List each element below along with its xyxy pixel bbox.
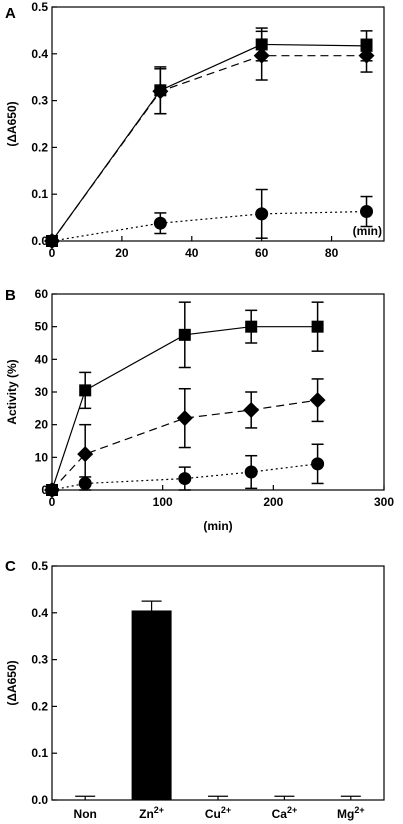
category-label: Ca2+ <box>272 805 298 821</box>
data-point-diamond <box>176 410 193 427</box>
y-tick-label: 60 <box>35 287 49 301</box>
x-tick-label: 40 <box>185 246 199 260</box>
data-point-diamond <box>309 392 326 409</box>
panel-letter-c: C <box>5 558 16 575</box>
y-tick-label: 30 <box>35 385 49 399</box>
y-tick-label: 0.5 <box>31 0 48 14</box>
data-point-diamond <box>243 401 260 418</box>
x-tick-label: 300 <box>374 495 394 509</box>
plot-frame <box>51 293 385 491</box>
y-tick-label: 0.2 <box>31 699 48 713</box>
category-label-base: Mg <box>337 807 354 821</box>
series-line-diamond <box>51 399 318 491</box>
plot-frame <box>51 565 385 801</box>
category-label-base: Ca <box>272 807 288 821</box>
series-line-circle <box>51 210 367 242</box>
x-tick-label: 0 <box>49 246 56 260</box>
x-tick-label: 80 <box>325 246 339 260</box>
data-point-circle <box>153 216 167 230</box>
data-point-circle <box>311 457 325 471</box>
x-tick-label: 20 <box>115 246 129 260</box>
data-point-circle <box>178 472 192 486</box>
data-point-circle <box>244 465 258 479</box>
data-point-circle <box>45 234 59 248</box>
y-axis-label: Activity (%) <box>5 359 19 424</box>
category-label: Non <box>74 807 97 821</box>
y-tick-label: 0.5 <box>31 559 48 573</box>
y-tick-label: 0.3 <box>31 653 48 667</box>
y-tick-label: 0.3 <box>31 94 48 108</box>
y-tick-label: 0.2 <box>31 140 48 154</box>
y-tick-label: 10 <box>35 450 49 464</box>
x-axis-label: (min) <box>353 224 382 238</box>
data-point-diamond <box>77 446 94 463</box>
category-label-base: Non <box>74 807 97 821</box>
category-label-sup: 2+ <box>221 805 231 815</box>
y-tick-label: 0.1 <box>31 746 48 760</box>
y-tick-label: 40 <box>35 352 49 366</box>
data-point-diamond <box>358 47 375 64</box>
x-tick-label: 0 <box>49 495 56 509</box>
y-tick-label: 20 <box>35 418 49 432</box>
y-tick-label: 0.4 <box>31 606 48 620</box>
data-point-circle <box>78 476 92 490</box>
data-point-square <box>178 328 191 341</box>
category-label: Cu2+ <box>205 805 231 821</box>
category-label: Zn2+ <box>139 805 164 821</box>
x-axis-label: (min) <box>203 519 232 533</box>
plot-frame <box>51 6 385 242</box>
y-axis-label: (ΔA650) <box>5 101 19 146</box>
data-point-square <box>311 320 324 333</box>
category-label: Mg2+ <box>337 805 365 821</box>
category-label-sup: 2+ <box>354 805 364 815</box>
y-tick-label: 0.4 <box>31 47 48 61</box>
data-point-square <box>245 320 258 333</box>
data-point-square <box>79 384 92 397</box>
panel-letter-a: A <box>5 5 16 22</box>
category-label-base: Cu <box>205 807 221 821</box>
data-point-diamond <box>152 83 169 100</box>
y-tick-label: 0.0 <box>31 234 48 248</box>
x-tick-label: 100 <box>153 495 173 509</box>
x-tick-label: 60 <box>255 246 269 260</box>
y-axis-label: (ΔA650) <box>5 660 19 705</box>
category-label-sup: 2+ <box>154 805 164 815</box>
category-label-sup: 2+ <box>287 805 297 815</box>
bar-zn <box>131 610 172 800</box>
panel-letter-b: B <box>5 287 16 304</box>
y-tick-label: 50 <box>35 320 49 334</box>
y-tick-label: 0.0 <box>31 793 48 807</box>
category-label-base: Zn <box>139 807 154 821</box>
data-point-circle <box>45 483 59 497</box>
data-point-circle <box>360 205 374 219</box>
y-tick-label: 0.1 <box>31 187 48 201</box>
series-line-diamond <box>51 55 367 242</box>
data-point-circle <box>255 207 269 221</box>
data-point-diamond <box>253 47 270 64</box>
x-tick-label: 200 <box>263 495 283 509</box>
